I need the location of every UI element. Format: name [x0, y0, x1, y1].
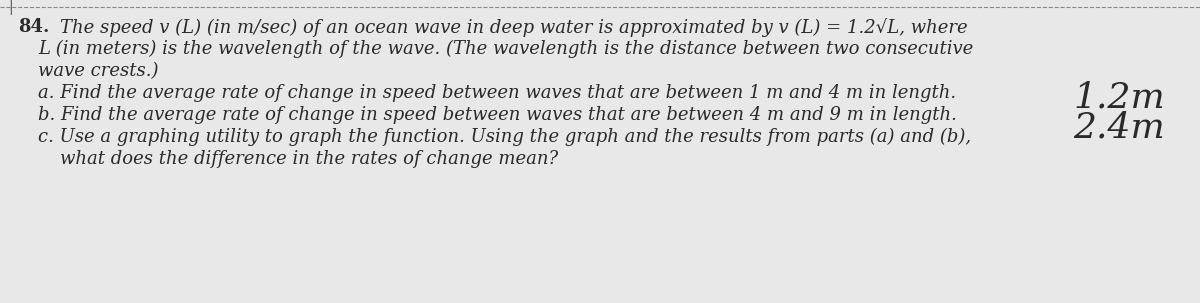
Text: wave crests.): wave crests.) [38, 62, 158, 80]
Text: c. Use a graphing utility to graph the function. Using the graph and the results: c. Use a graphing utility to graph the f… [38, 128, 971, 146]
Text: |: | [8, 0, 13, 15]
Text: The speed v (L) (in m/sec) of an ocean wave in deep water is approximated by v (: The speed v (L) (in m/sec) of an ocean w… [60, 18, 967, 37]
Text: b. Find the average rate of change in speed between waves that are between 4 m a: b. Find the average rate of change in sp… [38, 106, 956, 124]
Text: 2.4m: 2.4m [1073, 110, 1165, 144]
Text: a. Find the average rate of change in speed between waves that are between 1 m a: a. Find the average rate of change in sp… [38, 84, 956, 102]
Text: L (in meters) is the wavelength of the wave. (The wavelength is the distance bet: L (in meters) is the wavelength of the w… [38, 40, 973, 58]
Text: what does the difference in the rates of change mean?: what does the difference in the rates of… [60, 150, 558, 168]
Text: 84.: 84. [18, 18, 49, 36]
Text: 1.2m: 1.2m [1073, 80, 1165, 114]
